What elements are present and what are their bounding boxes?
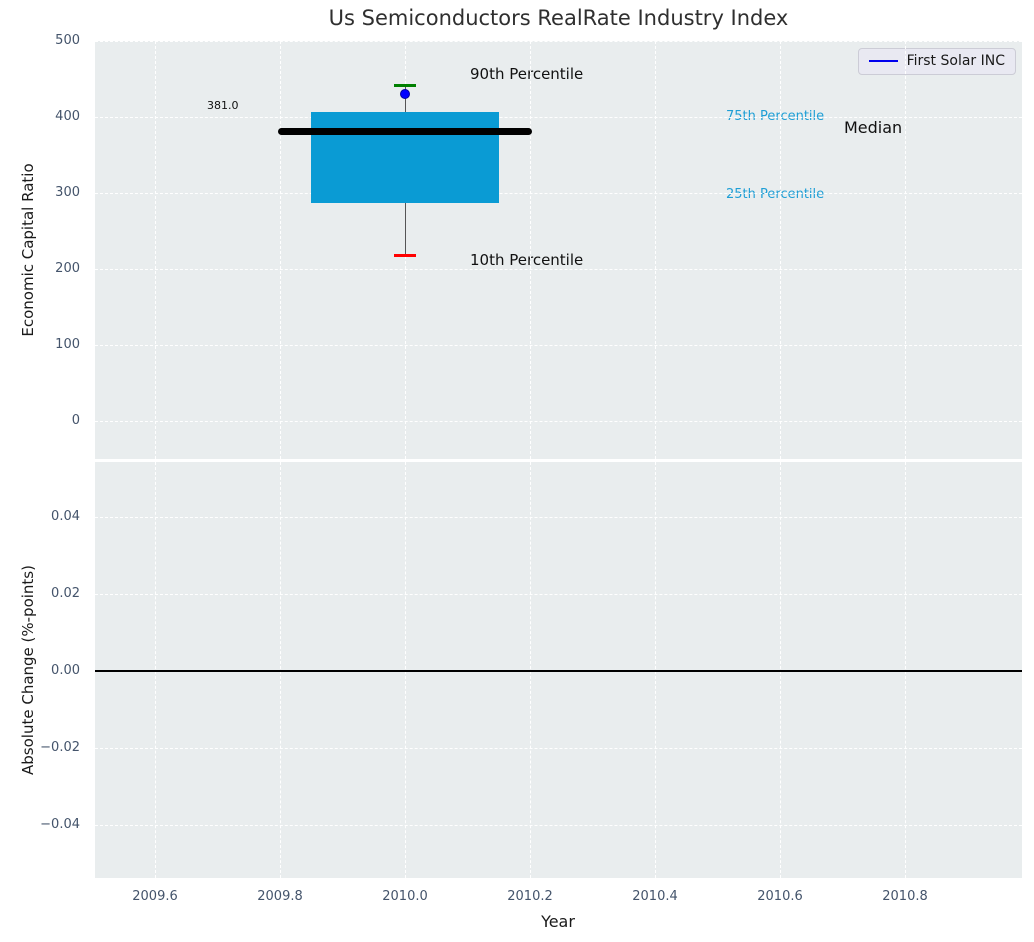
gridline (530, 41, 531, 459)
annotation-90th-percentile: 90th Percentile (470, 65, 584, 83)
bottom-y-tick-label: −0.02 (40, 740, 80, 755)
annotation-75th-percentile: 75th Percentile (726, 109, 825, 124)
gridline (95, 41, 1022, 42)
gridline (95, 193, 1022, 194)
bottom-y-tick-label: 0.04 (51, 509, 80, 524)
bottom-y-tick-label: 0.02 (51, 586, 80, 601)
top-y-tick-label: 0 (71, 413, 80, 428)
gridline (95, 748, 1022, 749)
legend-entry-label: First Solar INC (906, 53, 1005, 69)
x-tick-label: 2010.8 (882, 889, 928, 904)
median-value-label: 381.0 (207, 99, 239, 112)
gridline (155, 41, 156, 459)
p10-cap (394, 253, 416, 257)
p90-cap (394, 83, 416, 87)
gridline (655, 41, 656, 459)
top-y-tick-label: 400 (55, 109, 80, 124)
bottom-axes (95, 462, 1022, 878)
annotation-25th-percentile: 25th Percentile (726, 187, 825, 202)
bottom-y-tick-label: −0.04 (40, 817, 80, 832)
median-line (278, 127, 532, 135)
gridline (780, 41, 781, 459)
gridline (95, 269, 1022, 270)
annotation-median: Median (844, 118, 903, 137)
gridline (280, 41, 281, 459)
page-title: Us Semiconductors RealRate Industry Inde… (328, 6, 789, 30)
annotation-10th-percentile: 10th Percentile (470, 251, 584, 269)
zero-line (95, 670, 1022, 672)
x-tick-label: 2010.2 (507, 889, 553, 904)
x-tick-label: 2010.6 (757, 889, 803, 904)
gridline (95, 117, 1022, 118)
gridline (95, 594, 1022, 595)
x-axis-label: Year (541, 912, 575, 931)
bottom-y-tick-label: 0.00 (51, 663, 80, 678)
x-tick-label: 2009.8 (257, 889, 303, 904)
top-axes: 90th Percentile 10th Percentile 75th Per… (95, 41, 1022, 459)
gridline (95, 421, 1022, 422)
x-tick-label: 2010.4 (632, 889, 678, 904)
gridline (95, 517, 1022, 518)
gridline (95, 825, 1022, 826)
gridline (905, 41, 906, 459)
x-tick-label: 2010.0 (382, 889, 428, 904)
company-dot (400, 89, 410, 100)
x-tick-label: 2009.6 (132, 889, 178, 904)
legend-line-sample-icon (868, 59, 898, 63)
top-y-tick-label: 300 (55, 185, 80, 200)
gridline (95, 345, 1022, 346)
top-y-tick-label: 200 (55, 261, 80, 276)
top-y-tick-label: 500 (55, 33, 80, 48)
box-iqr (311, 111, 499, 203)
top-y-tick-label: 100 (55, 337, 80, 352)
legend: First Solar INC (857, 48, 1016, 75)
